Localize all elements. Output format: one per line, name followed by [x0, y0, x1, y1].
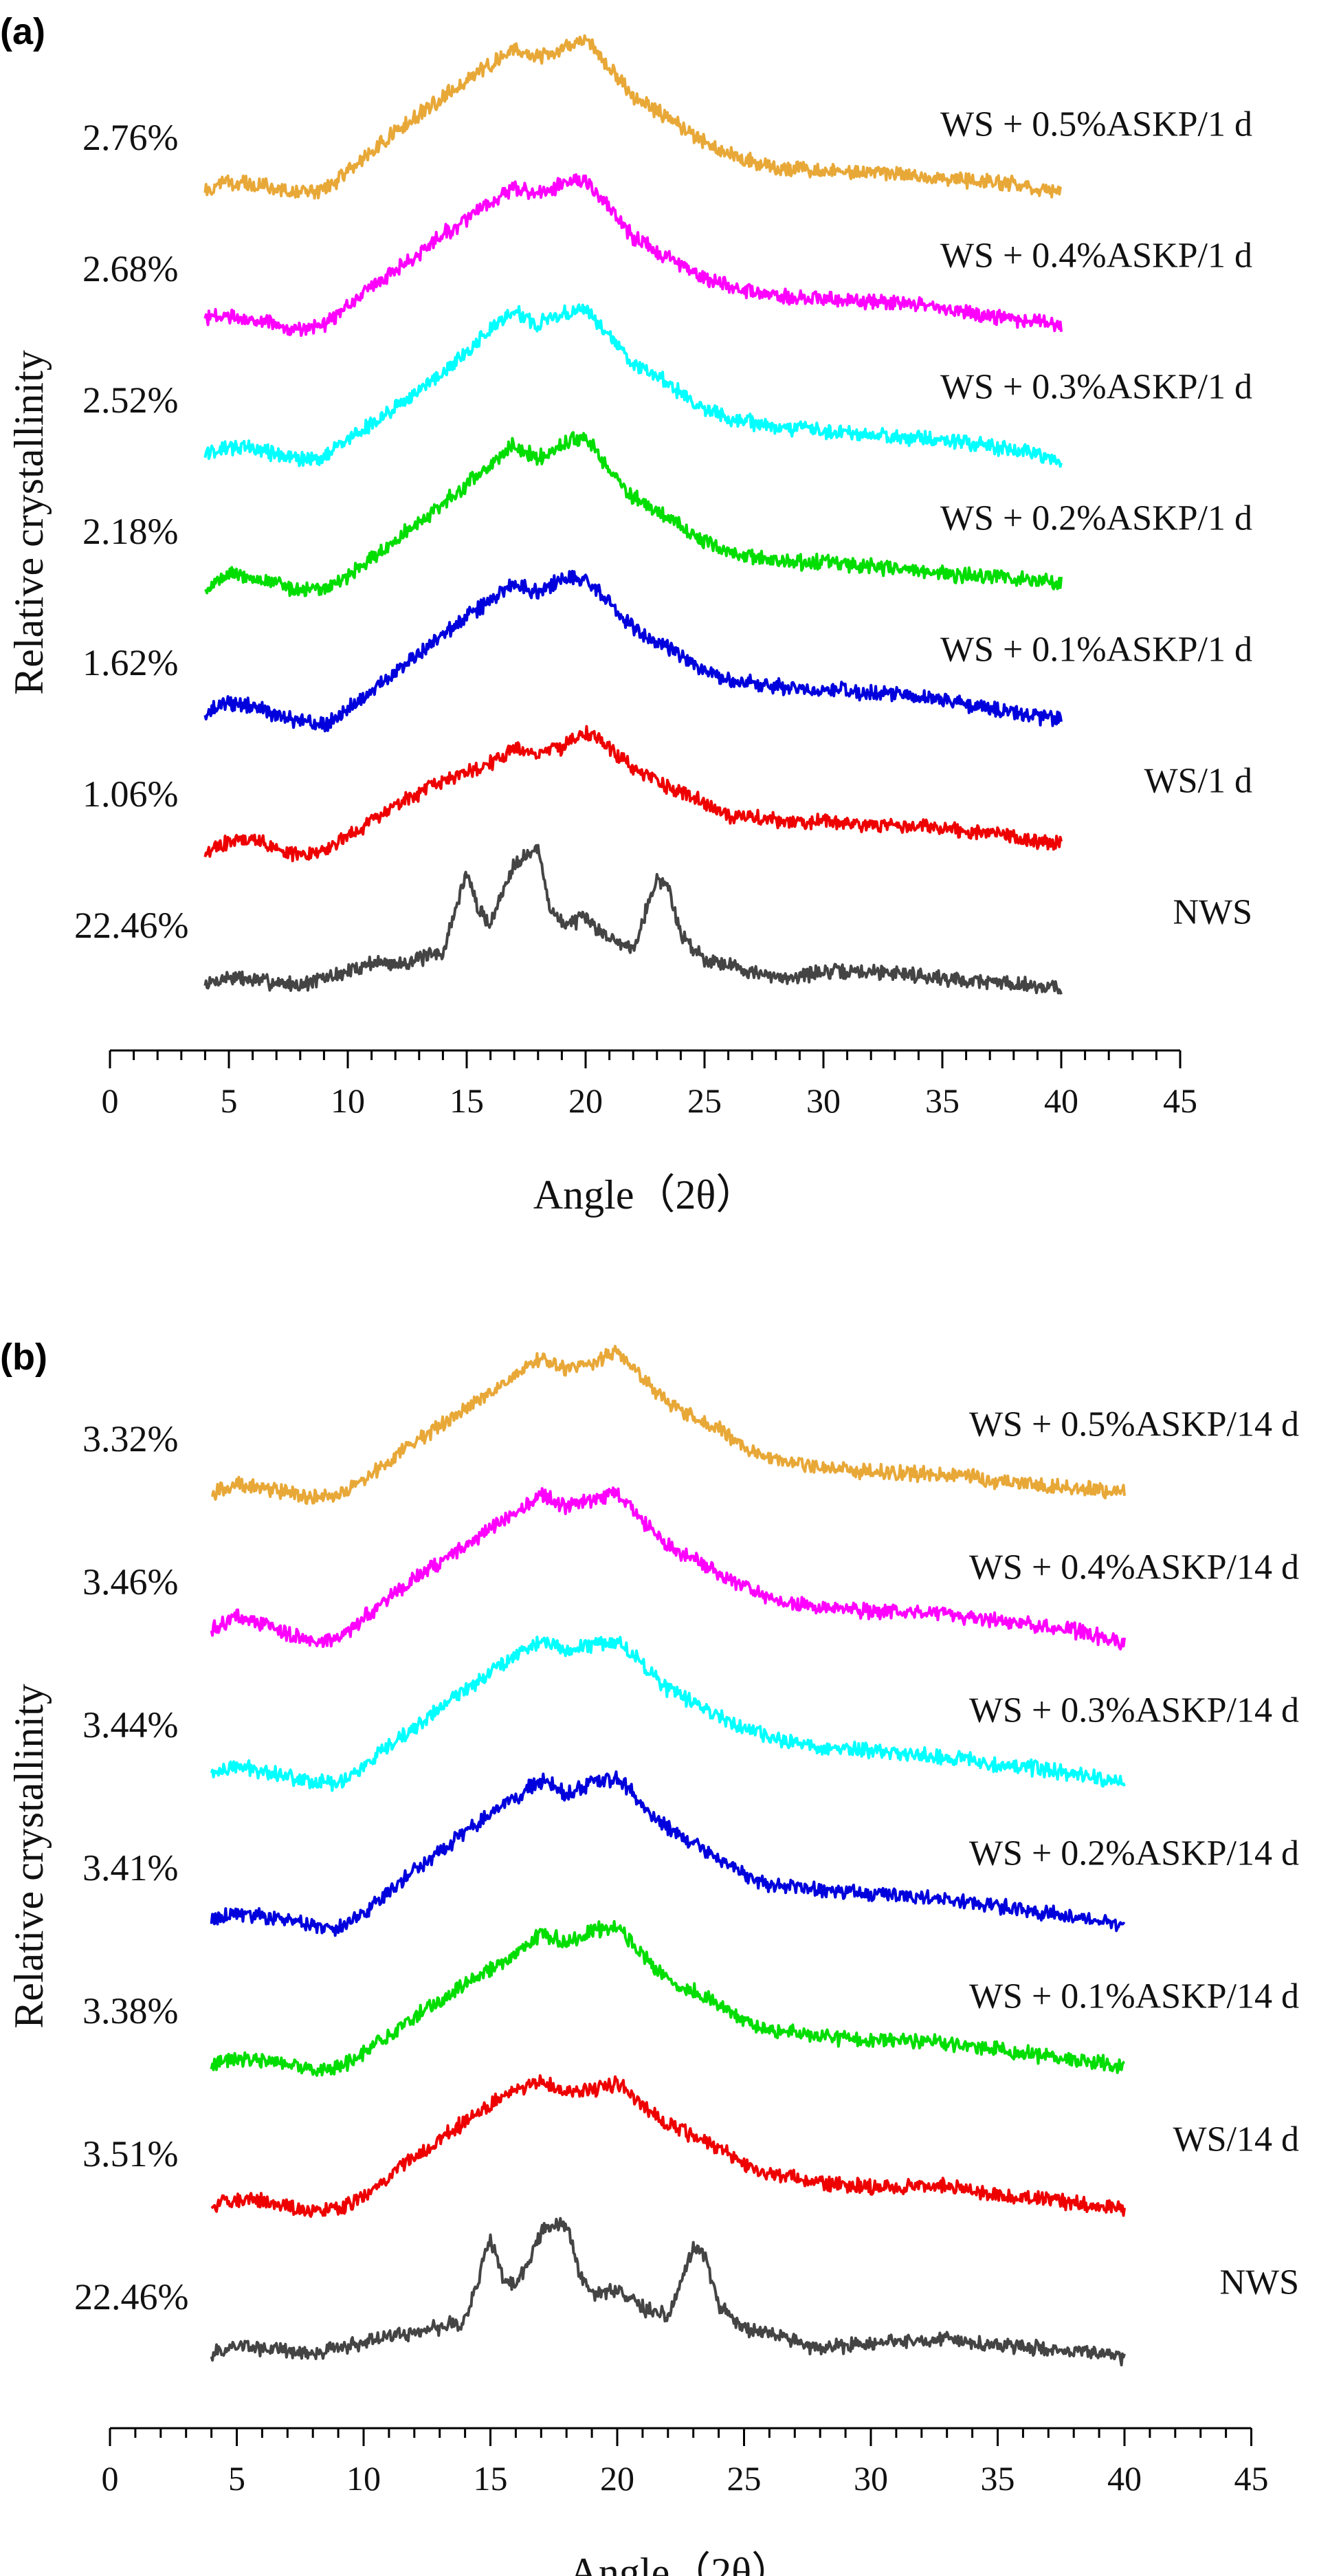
x-tick-label: 45 [1163, 1081, 1197, 1120]
x-tick-label: 10 [331, 1081, 365, 1120]
x-tick-label: 0 [102, 2459, 119, 2498]
x-tick-label: 25 [727, 2459, 762, 2498]
series-name-label: WS + 0.2%ASKP/1 d [940, 498, 1252, 538]
series-name-label: WS + 0.1%ASKP/1 d [940, 630, 1252, 669]
crystallinity-label: 2.76% [82, 117, 178, 158]
series-name-label: WS + 0.3%ASKP/14 d [969, 1691, 1299, 1730]
series-name-label: WS + 0.5%ASKP/14 d [969, 1405, 1299, 1444]
series-line [210, 1919, 1125, 2077]
series-name-label: WS + 0.2%ASKP/14 d [969, 1834, 1299, 1873]
panel-a: (a) Relative crystallinity 0 5 10 15 20 25 30 35 4… [0, 0, 1341, 1272]
x-tick-label: 25 [687, 1081, 722, 1120]
x-tick-label: 20 [600, 2459, 634, 2498]
crystallinity-label: 3.32% [82, 1418, 178, 1460]
series-name-label: WS + 0.5%ASKP/1 d [940, 104, 1252, 144]
crystallinity-label: 3.51% [82, 2133, 178, 2175]
series-line [204, 431, 1063, 597]
series-line [210, 2216, 1126, 2367]
crystallinity-label: 1.06% [82, 773, 178, 815]
crystallinity-label: 22.46% [74, 905, 188, 946]
panel-b: (b) Relative crystallinity 0 5 10 15 20 25 30 35 4… [0, 1292, 1341, 2576]
xrd-chart-a: (a) Relative crystallinity 0 5 10 15 20 25 30 35 4… [0, 11, 1252, 1218]
x-tick-label: 30 [806, 1081, 841, 1120]
series-name-label: NWS [1219, 2263, 1299, 2302]
series-line [203, 844, 1063, 995]
series-line [203, 173, 1063, 338]
crystallinity-label: 3.41% [82, 1847, 178, 1889]
x-axis-label: Angle（2θ） [533, 1172, 757, 1218]
x-tick-label: 0 [102, 1081, 119, 1120]
series-line [210, 2074, 1126, 2218]
x-tick-label: 5 [228, 2459, 245, 2498]
x-tick-label: 40 [1107, 2459, 1142, 2498]
crystallinity-label: 3.38% [82, 1990, 178, 2032]
xrd-chart-b: (b) Relative crystallinity 0 5 10 15 20 25 30 35 4… [0, 1336, 1299, 2576]
x-tick-label: 20 [568, 1081, 603, 1120]
crystallinity-label: 1.62% [82, 642, 178, 683]
x-tick-label: 15 [450, 1081, 484, 1120]
x-tick-label: 10 [346, 2459, 381, 2498]
x-tick-label: 45 [1234, 2459, 1269, 2498]
series-line [210, 1770, 1126, 1937]
series-line [210, 1486, 1126, 1651]
y-axis-label: Relative crystallinity [6, 350, 52, 695]
x-tick-label: 30 [854, 2459, 888, 2498]
series-line [211, 1345, 1126, 1505]
series-line [210, 1636, 1126, 1792]
series-name-label: WS + 0.4%ASKP/14 d [969, 1548, 1299, 1587]
crystallinity-label: 2.18% [82, 511, 178, 552]
crystallinity-label: 2.68% [82, 248, 178, 289]
panel-label: (b) [0, 1336, 47, 1378]
series-name-label: WS + 0.4%ASKP/1 d [940, 236, 1252, 275]
crystallinity-label: 3.46% [82, 1561, 178, 1603]
x-tick-label: 40 [1044, 1081, 1078, 1120]
x-tick-label: 35 [925, 1081, 960, 1120]
x-axis-label: Angle（2θ） [569, 2550, 793, 2576]
series-name-label: WS + 0.1%ASKP/14 d [969, 1977, 1299, 2016]
series-name-label: WS/14 d [1173, 2120, 1299, 2159]
x-tick-label: 35 [981, 2459, 1015, 2498]
series-name-label: NWS [1173, 892, 1252, 932]
x-tick-label: 5 [221, 1081, 238, 1120]
y-axis-label: Relative crystallinity [6, 1684, 52, 2029]
panel-label: (a) [0, 11, 45, 52]
crystallinity-label: 2.52% [82, 379, 178, 421]
series-line [203, 569, 1063, 733]
series-line [203, 34, 1063, 200]
x-tick-label: 15 [474, 2459, 508, 2498]
crystallinity-label: 22.46% [74, 2276, 188, 2318]
series-line [203, 725, 1063, 863]
series-name-label: WS + 0.3%ASKP/1 d [940, 367, 1252, 406]
series-line [203, 303, 1063, 468]
crystallinity-label: 3.44% [82, 1704, 178, 1746]
series-name-label: WS/1 d [1144, 761, 1252, 800]
